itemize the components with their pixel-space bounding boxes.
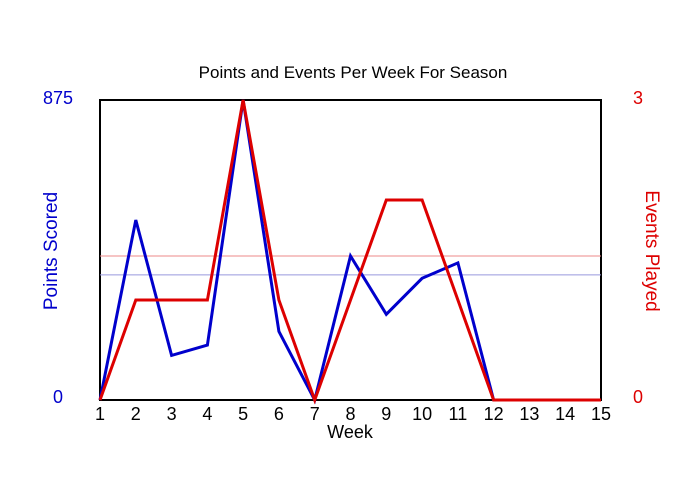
x-tick-label: 11: [449, 404, 468, 424]
x-tick-label: 9: [381, 404, 391, 424]
x-tick-label: 10: [412, 404, 432, 424]
x-tick-labels: 1 2 3 4 5 6 7 8 9 10 11 12 13 14 15: [95, 404, 611, 424]
events-line: [98, 99, 601, 405]
x-tick-label: 8: [345, 404, 355, 424]
plot-area: [99, 99, 602, 401]
right-axis-min-label: 0: [633, 387, 643, 407]
right-axis-max-label: 3: [633, 88, 643, 108]
left-axis-max-label: 875: [43, 88, 73, 108]
x-axis-title: Week: [327, 422, 374, 442]
x-tick-label: 14: [555, 404, 575, 424]
x-tick-label: 2: [131, 404, 141, 424]
x-tick-label: 6: [274, 404, 284, 424]
x-tick-label: 7: [310, 404, 320, 424]
left-axis-title: Points Scored: [41, 192, 62, 310]
x-tick-label: 4: [202, 404, 212, 424]
x-tick-label: 12: [484, 404, 504, 424]
x-tick-label: 5: [238, 404, 248, 424]
right-axis-title: Events Played: [641, 190, 662, 311]
x-tick-label: 15: [591, 404, 611, 424]
x-tick-label: 1: [95, 404, 105, 424]
x-tick-label: 3: [167, 404, 177, 424]
x-tick-label: 13: [519, 404, 539, 424]
left-axis-min-label: 0: [53, 387, 63, 407]
chart-title: Points and Events Per Week For Season: [199, 63, 508, 82]
